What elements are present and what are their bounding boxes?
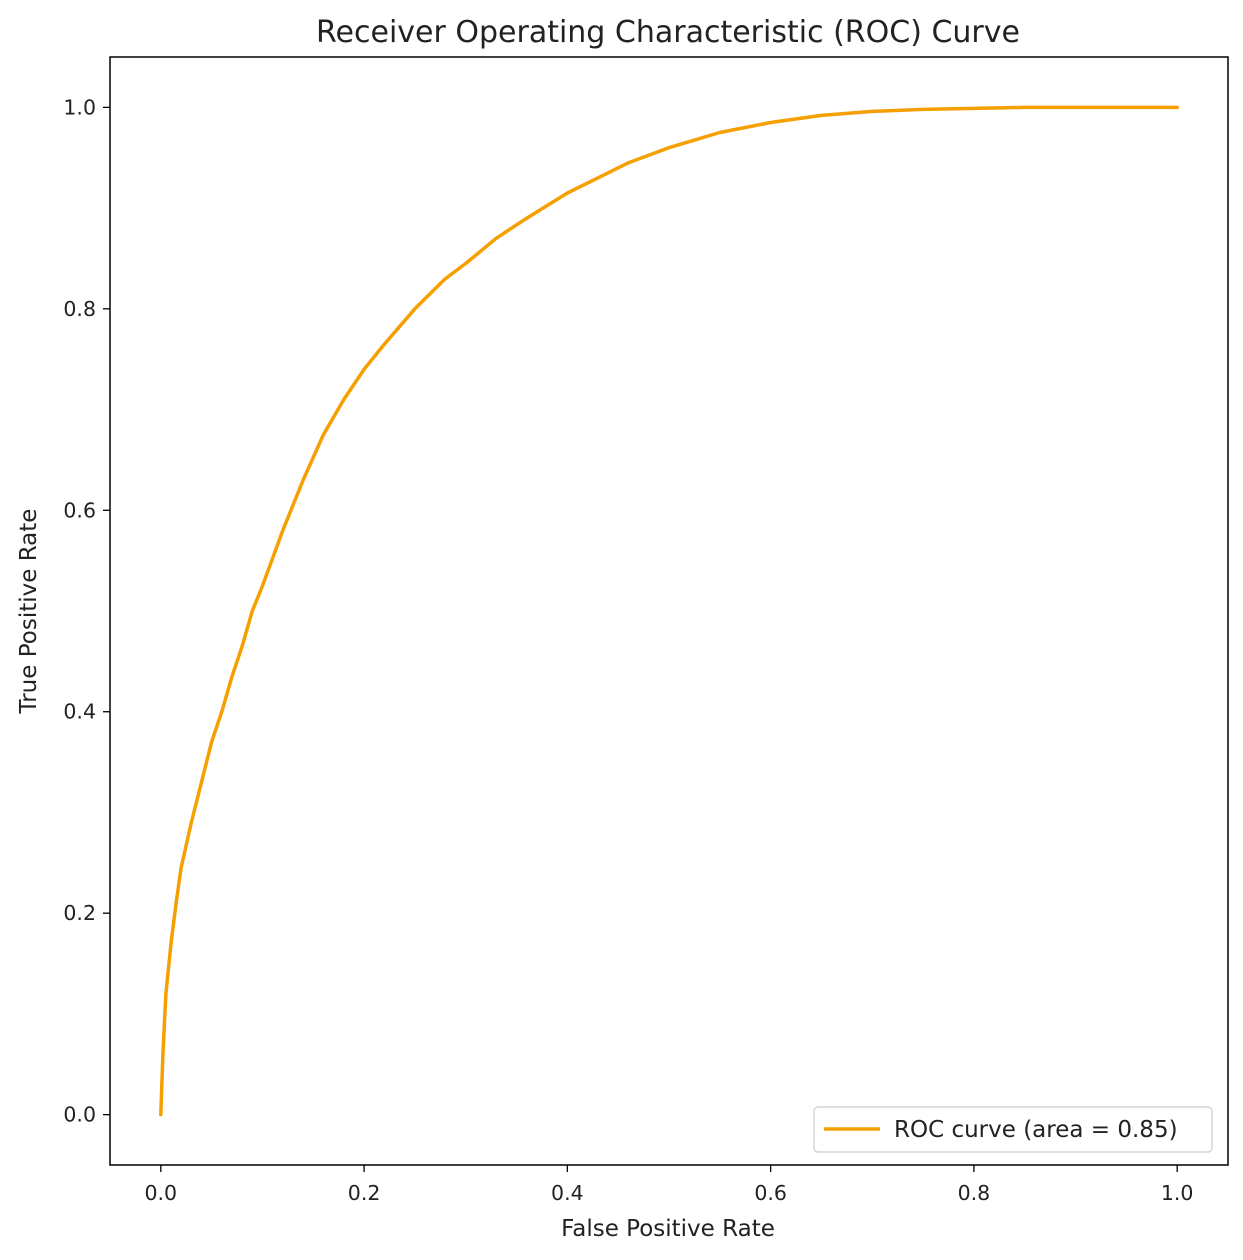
y-axis-ticks: 0.0 0.2 0.4 0.6 0.8 1.0 [63,95,110,1127]
roc-curve-line [159,105,1179,1117]
y-tick-label: 0.8 [63,297,96,321]
series-layer [159,105,1179,1117]
y-tick-label: 0.4 [63,700,96,724]
x-tick-label: 0.0 [145,1181,178,1205]
x-axis-label: False Positive Rate [561,1216,775,1242]
x-tick-label: 0.6 [754,1181,787,1205]
x-tick-label: 0.2 [348,1181,381,1205]
y-tick-label: 0.0 [63,1103,96,1127]
y-tick-label: 0.2 [63,901,96,925]
legend-label: ROC curve (area = 0.85) [894,1117,1178,1143]
plot-frame [109,56,1229,1166]
y-tick-label: 0.6 [63,498,96,522]
x-tick-label: 0.4 [551,1181,584,1205]
x-tick-label: 0.8 [958,1181,991,1205]
y-axis-label: True Positive Rate [16,509,42,715]
x-axis-ticks: 0.0 0.2 0.4 0.6 0.8 1.0 [145,1165,1194,1205]
legend: ROC curve (area = 0.85) [813,1106,1213,1153]
legend-box [813,1106,1213,1153]
y-tick-label: 1.0 [63,95,96,119]
x-tick-label: 1.0 [1161,1181,1194,1205]
chart-title: Receiver Operating Characteristic (ROC) … [316,15,1020,50]
